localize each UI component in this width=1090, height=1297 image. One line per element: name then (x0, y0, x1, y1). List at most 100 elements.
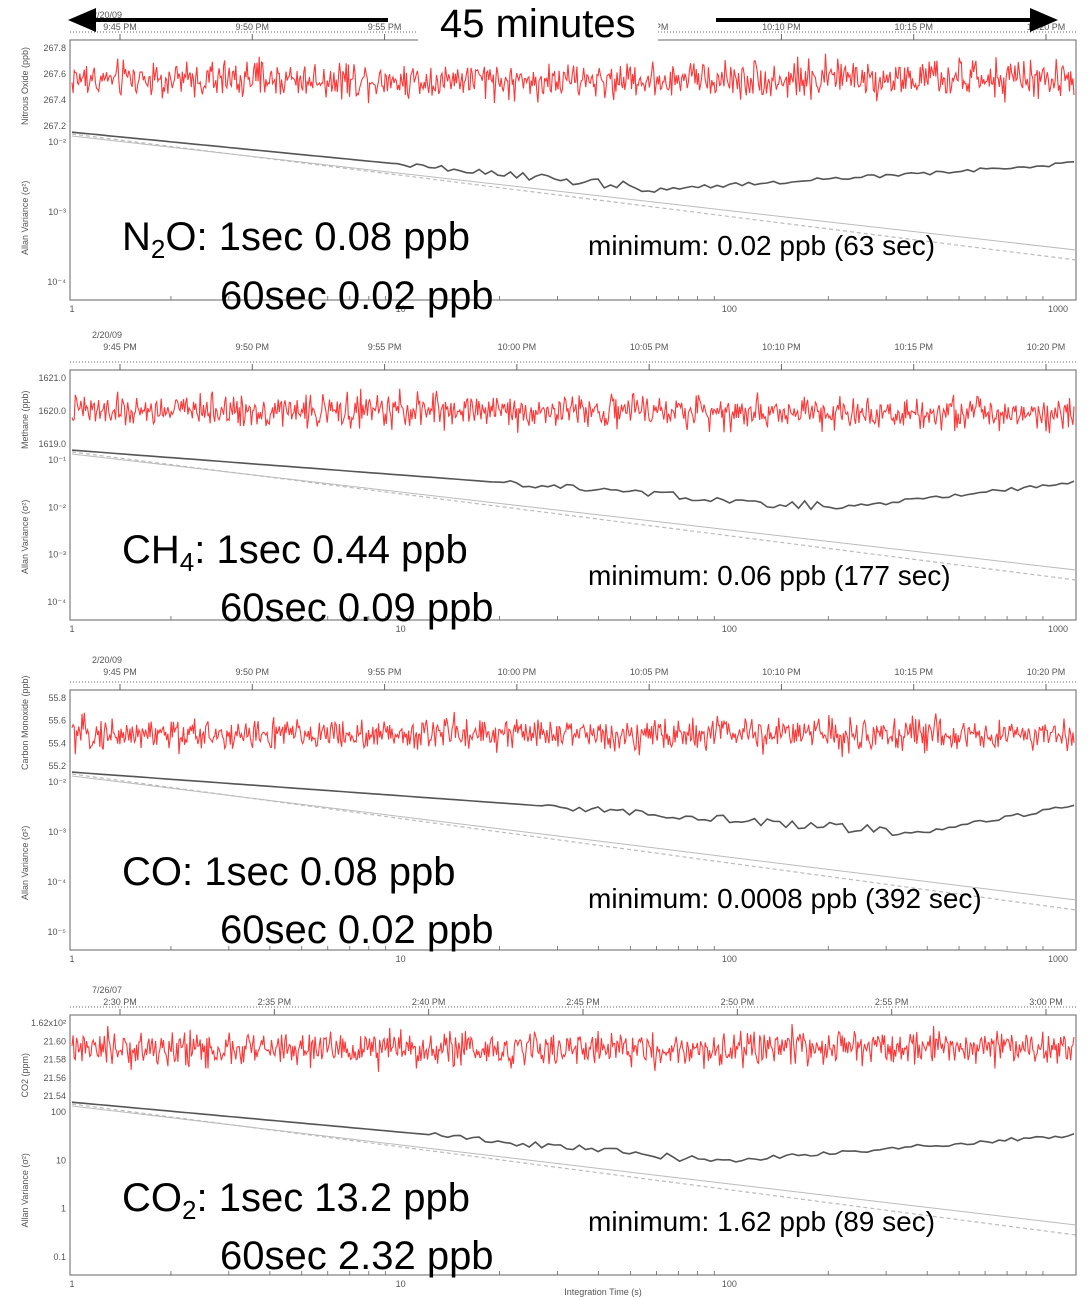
timeseries-line (71, 711, 1075, 758)
left-arrow-head (68, 8, 96, 32)
av-xtick-label: 1000 (1048, 304, 1068, 314)
time-tick-label: 2:40 PM (412, 997, 446, 1007)
stats-post: : 1sec 0.44 ppb (194, 528, 468, 572)
av-ylabel: Allan Variance (σ²) (20, 500, 30, 574)
right-arrow-head (1030, 8, 1058, 32)
av-xtick-label: 10 (396, 624, 406, 634)
ts-ytick-label: 55.2 (48, 761, 66, 771)
stats-post: : 1sec 13.2 ppb (196, 1176, 471, 1220)
time-tick-label: 9:55 PM (368, 342, 402, 352)
time-tick-label: 2:45 PM (566, 997, 600, 1007)
ts-ytick-label: 267.6 (43, 69, 66, 79)
av-xtick-label: 1000 (1048, 954, 1068, 964)
av-ytick-label: 10⁻⁴ (47, 277, 66, 287)
av-ytick-label: 1 (61, 1204, 66, 1214)
time-tick-label: 10:15 PM (894, 22, 933, 32)
av-ytick-label: 10⁻² (48, 137, 66, 147)
time-tick-label: 9:50 PM (236, 667, 270, 677)
time-tick-label: 9:50 PM (236, 22, 270, 32)
av-xlabel: Integration Time (s) (564, 1287, 642, 1297)
ts-ytick-label: 55.4 (48, 738, 66, 748)
av-ytick-label: 10⁻² (48, 777, 66, 787)
co-stats-line1: CO: 1sec 0.08 ppb (122, 850, 456, 894)
timeseries-line (71, 388, 1075, 434)
co2-minimum-label: minimum: 1.62 ppb (89 sec) (588, 1206, 936, 1237)
ts-ytick-label: 1.62x10² (31, 1018, 66, 1028)
av-xtick-label: 100 (722, 624, 737, 634)
av-xtick-label: 10 (396, 304, 406, 314)
panel-frame (69, 689, 1077, 951)
time-tick-label: 10:15 PM (894, 342, 933, 352)
date-label: 2/20/09 (92, 330, 122, 340)
ts-ytick-label: 21.54 (43, 1091, 66, 1101)
allan-variance-curve (71, 449, 1075, 511)
av-ytick-label: 10⁻¹ (48, 455, 66, 465)
av-xtick-label: 100 (722, 954, 737, 964)
n2o-stats-line1: N2O: 1sec 0.08 ppb (122, 215, 471, 262)
av-ytick-label: 10⁻⁴ (47, 597, 66, 607)
time-tick-label: 10:10 PM (762, 667, 801, 677)
ts-ytick-label: 55.8 (48, 693, 66, 703)
co2-stats-line1: CO2: 1sec 13.2 ppb (122, 1176, 471, 1223)
ch4-stats-line2: 60sec 0.09 ppb (220, 586, 494, 630)
stats-sub: 4 (179, 547, 195, 577)
av-ytick-label: 10⁻³ (48, 827, 66, 837)
av-xtick-label: 1 (69, 1279, 74, 1289)
duration-arrows (68, 8, 1058, 32)
co2-stats-line2: 60sec 2.32 ppb (220, 1234, 494, 1278)
n2o-minimum-label: minimum: 0.02 ppb (63 sec) (588, 230, 936, 261)
av-ytick-label: 10⁻³ (48, 550, 66, 560)
av-ylabel: Allan Variance (σ²) (20, 181, 30, 255)
time-tick-label: 2:55 PM (875, 997, 909, 1007)
time-tick-label: 9:55 PM (368, 22, 402, 32)
ch4-minimum-label: minimum: 0.06 ppb (177 sec) (588, 560, 951, 591)
date-label: 2/20/09 (92, 655, 122, 665)
date-label: 2/20/09 (92, 10, 122, 20)
stats-pre: N (122, 215, 151, 259)
av-ytick-label: 10⁻⁵ (48, 927, 67, 937)
time-tick-label: 9:50 PM (236, 342, 270, 352)
timeseries-line (71, 53, 1075, 104)
reference-slope-line (71, 135, 1077, 251)
av-xtick-label: 10 (396, 1279, 406, 1289)
time-tick-label: 10:15 PM (894, 667, 933, 677)
time-tick-label: 2:30 PM (103, 997, 137, 1007)
time-tick-label: 10:20 PM (1027, 22, 1066, 32)
time-tick-label: 10:20 PM (1027, 342, 1066, 352)
ch4-stats-line1: CH4: 1sec 0.44 ppb (122, 528, 468, 575)
panel-co: 2/20/09 9:45 PM 9:50 PM 9:55 PM 10:00 PM 10:0… (20, 655, 1077, 964)
av-ytick-label: 10⁻⁴ (47, 877, 66, 887)
date-label: 7/26/07 (92, 985, 122, 995)
av-xtick-label: 1 (69, 624, 74, 634)
n2o-stats-line2: 60sec 0.02 ppb (220, 274, 494, 318)
stats-post: O: 1sec 0.08 ppb (165, 215, 471, 259)
ts-ytick-label: 267.4 (43, 95, 66, 105)
stats-sub: 2 (182, 1195, 197, 1225)
av-ylabel: Allan Variance (σ²) (20, 1153, 30, 1227)
allan-variance-curve (71, 131, 1075, 194)
stats-pre: CH (122, 528, 180, 572)
av-ytick-label: 100 (51, 1107, 66, 1117)
panel-frame (69, 369, 1077, 621)
ts-ytick-label: 267.8 (43, 43, 66, 53)
time-tick-label: 10:10 PM (762, 22, 801, 32)
av-ytick-label: 0.1 (53, 1252, 66, 1262)
ts-ytick-label: 1619.0 (38, 439, 66, 449)
time-tick-label: 10:00 PM (498, 342, 537, 352)
time-tick-label: 9:45 PM (103, 342, 137, 352)
av-xtick-label: 1 (69, 954, 74, 964)
allan-variance-curve (71, 1101, 1075, 1163)
ts-ylabel: Methane (ppb) (20, 390, 30, 449)
av-xtick-label: 100 (722, 304, 737, 314)
ts-ytick-label: 21.58 (43, 1055, 66, 1065)
panel-ch4: 2/20/09 9:45 PM 9:50 PM 9:55 PM 10:00 PM 10:0… (20, 330, 1077, 634)
time-tick-label: 9:45 PM (103, 22, 137, 32)
av-xtick-label: 1 (69, 304, 74, 314)
time-tick-label: 10:05 PM (630, 342, 669, 352)
av-ytick-label: 10⁻² (48, 502, 66, 512)
ts-ylabel: CO2 (ppm) (20, 1053, 30, 1098)
time-tick-label: 10:10 PM (762, 342, 801, 352)
av-xtick-label: 1000 (1048, 624, 1068, 634)
